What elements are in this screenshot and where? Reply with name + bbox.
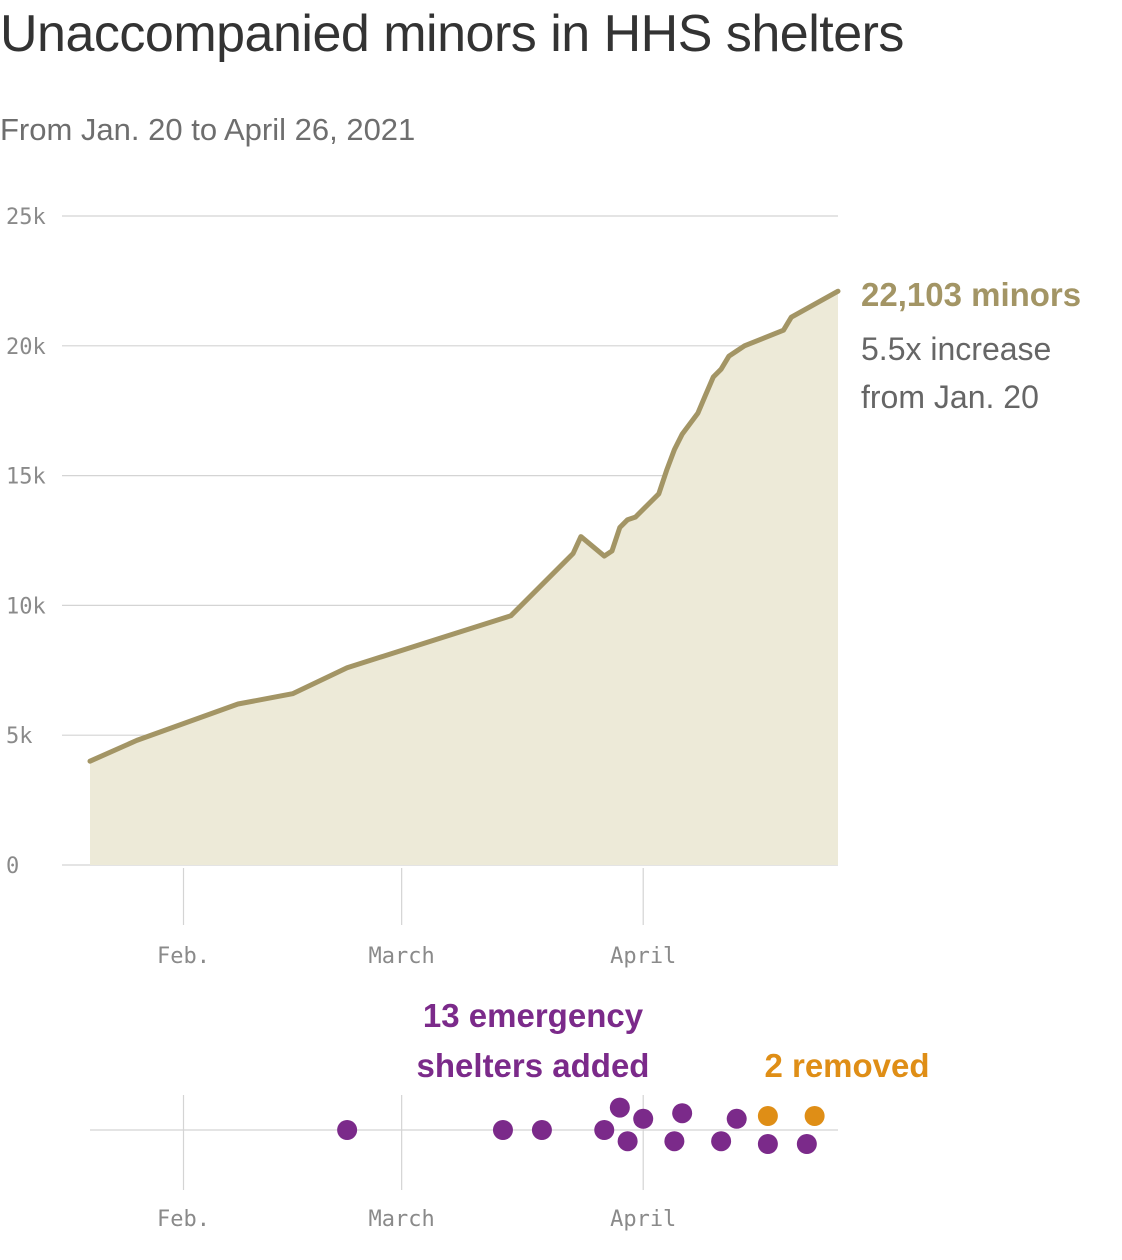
- x-tick-label: April: [610, 944, 676, 969]
- shelter-added-dot: [531, 1120, 552, 1140]
- y-tick-label: 5k: [6, 724, 33, 749]
- shelter-dots: [337, 1097, 825, 1154]
- shelter-added-dot: [617, 1131, 638, 1152]
- shelter-removed-dot: [757, 1106, 778, 1126]
- minors-area: [90, 291, 838, 865]
- x-axis-ticks-area-chart: Feb. March April: [157, 868, 676, 969]
- x-tick-label: April: [610, 1207, 676, 1232]
- shelter-added-dot: [672, 1103, 693, 1124]
- shelter-added-dot: [337, 1120, 358, 1140]
- shelter-added-dot: [664, 1131, 685, 1152]
- x-axis-ticks-shelter-strip: Feb. March April: [157, 1095, 676, 1232]
- x-tick-label: March: [369, 1207, 435, 1232]
- increase-label-line2: from Jan. 20: [861, 379, 1039, 415]
- end-value-label: 22,103 minors: [861, 276, 1081, 313]
- added-label-line2: shelters added: [417, 1047, 650, 1084]
- chart-subtitle: From Jan. 20 to April 26, 2021: [0, 112, 416, 147]
- y-tick-label: 20k: [6, 335, 46, 360]
- y-tick-label: 0: [6, 854, 19, 879]
- y-axis-ticks: 0 5k 10k 15k 20k 25k: [6, 205, 46, 879]
- shelter-added-dot: [492, 1120, 513, 1140]
- removed-label: 2 removed: [764, 1047, 929, 1084]
- shelter-added-dot: [711, 1131, 732, 1152]
- x-tick-label: Feb.: [157, 944, 210, 969]
- y-tick-label: 25k: [6, 205, 46, 230]
- shelter-added-dot: [796, 1134, 817, 1154]
- chart-title: Unaccompanied minors in HHS shelters: [0, 5, 904, 63]
- shelter-added-dot: [594, 1120, 615, 1140]
- shelter-added-dot: [726, 1108, 747, 1129]
- y-tick-label: 15k: [6, 465, 46, 490]
- shelter-added-dot: [757, 1134, 778, 1154]
- shelter-added-dot: [609, 1097, 630, 1118]
- x-tick-label: March: [369, 944, 435, 969]
- shelter-removed-dot: [804, 1106, 825, 1126]
- minors-line: [87, 288, 841, 764]
- shelter-added-dot: [633, 1108, 654, 1129]
- added-label-line1: 13 emergency: [423, 997, 644, 1034]
- increase-label-line1: 5.5x increase: [861, 331, 1051, 367]
- y-tick-label: 10k: [6, 594, 46, 619]
- x-tick-label: Feb.: [157, 1207, 210, 1232]
